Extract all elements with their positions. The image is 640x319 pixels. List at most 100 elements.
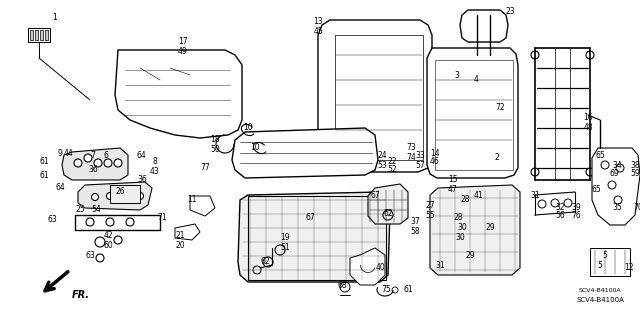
Text: 48: 48: [583, 123, 593, 132]
Polygon shape: [175, 224, 200, 240]
Text: 41: 41: [473, 190, 483, 199]
Text: 29: 29: [465, 251, 475, 261]
Text: 71: 71: [157, 213, 167, 222]
Text: 68: 68: [337, 280, 347, 290]
Text: 37: 37: [410, 218, 420, 226]
Circle shape: [94, 159, 102, 167]
Polygon shape: [427, 48, 518, 178]
Polygon shape: [62, 148, 128, 180]
Circle shape: [136, 192, 143, 199]
Text: 5: 5: [603, 250, 607, 259]
Circle shape: [84, 154, 92, 162]
Text: 18: 18: [211, 136, 220, 145]
Bar: [40, 30, 43, 40]
Text: 39: 39: [571, 203, 581, 211]
Text: 64: 64: [136, 151, 146, 160]
Polygon shape: [190, 196, 215, 216]
Bar: [435, 60, 513, 170]
Text: 63: 63: [85, 251, 95, 261]
Circle shape: [586, 51, 594, 59]
Text: 61: 61: [403, 286, 413, 294]
Text: 67: 67: [370, 190, 380, 199]
Text: 36: 36: [88, 166, 98, 174]
Text: 17: 17: [178, 38, 188, 47]
Text: 60: 60: [103, 241, 113, 249]
Circle shape: [86, 218, 94, 226]
Polygon shape: [430, 185, 520, 275]
Bar: [248, 196, 386, 280]
Circle shape: [126, 218, 134, 226]
Polygon shape: [78, 182, 152, 210]
Text: 25: 25: [75, 205, 85, 214]
Text: 22: 22: [387, 157, 397, 166]
Bar: [590, 248, 630, 276]
Circle shape: [531, 51, 539, 59]
Text: 15: 15: [448, 175, 458, 184]
Text: 53: 53: [377, 160, 387, 169]
Text: 65: 65: [591, 186, 601, 195]
Circle shape: [122, 192, 129, 199]
Bar: [30, 30, 33, 40]
Text: 56: 56: [555, 211, 565, 220]
Text: 59: 59: [630, 169, 640, 179]
Polygon shape: [238, 192, 390, 282]
Text: 2: 2: [495, 153, 499, 162]
Bar: [110, 185, 140, 203]
Text: 51: 51: [280, 243, 290, 253]
Text: 20: 20: [175, 241, 185, 249]
Text: 24: 24: [377, 151, 387, 160]
Text: 36: 36: [137, 175, 147, 184]
Text: 30: 30: [455, 234, 465, 242]
Text: 31: 31: [435, 261, 445, 270]
Text: 57: 57: [415, 160, 425, 169]
Polygon shape: [350, 248, 385, 285]
Text: 23: 23: [505, 8, 515, 17]
Text: 75: 75: [381, 286, 391, 294]
Text: SCV4-B4100A: SCV4-B4100A: [576, 297, 624, 303]
Polygon shape: [232, 128, 378, 178]
Text: 38: 38: [630, 160, 640, 169]
Text: FR.: FR.: [72, 290, 90, 300]
Text: 42: 42: [103, 231, 113, 240]
Text: 7: 7: [91, 151, 95, 160]
Text: 76: 76: [571, 211, 581, 220]
Text: 73: 73: [406, 144, 416, 152]
Text: 27: 27: [425, 201, 435, 210]
Text: 50: 50: [210, 145, 220, 153]
Polygon shape: [115, 50, 242, 138]
Text: 67: 67: [305, 213, 315, 222]
Bar: [35, 30, 38, 40]
Text: 58: 58: [410, 227, 420, 236]
Text: 13: 13: [313, 18, 323, 26]
Text: 9: 9: [58, 149, 63, 158]
Text: 69: 69: [609, 169, 619, 179]
Text: 43: 43: [150, 167, 160, 175]
Text: 8: 8: [152, 158, 157, 167]
Text: 32: 32: [555, 203, 565, 211]
Polygon shape: [592, 148, 640, 225]
Text: 3: 3: [454, 70, 460, 79]
Text: 65: 65: [595, 151, 605, 160]
Text: 45: 45: [313, 26, 323, 35]
Text: 35: 35: [612, 203, 622, 211]
Text: 64: 64: [55, 182, 65, 191]
Text: 55: 55: [425, 211, 435, 219]
Circle shape: [92, 194, 99, 201]
Text: 5: 5: [598, 262, 602, 271]
Bar: [335, 35, 423, 160]
Text: 74: 74: [406, 152, 416, 161]
Text: 40: 40: [375, 263, 385, 271]
Circle shape: [586, 168, 594, 176]
Text: 28: 28: [453, 213, 463, 222]
Text: 49: 49: [178, 47, 188, 56]
Text: 31: 31: [530, 191, 540, 201]
Text: 6: 6: [104, 151, 108, 160]
Text: 10: 10: [243, 123, 253, 132]
Polygon shape: [460, 10, 508, 42]
Text: 19: 19: [280, 234, 290, 242]
Text: 33: 33: [415, 151, 425, 160]
Circle shape: [106, 218, 114, 226]
Text: 12: 12: [624, 263, 634, 272]
Text: 26: 26: [115, 188, 125, 197]
Circle shape: [104, 159, 112, 167]
